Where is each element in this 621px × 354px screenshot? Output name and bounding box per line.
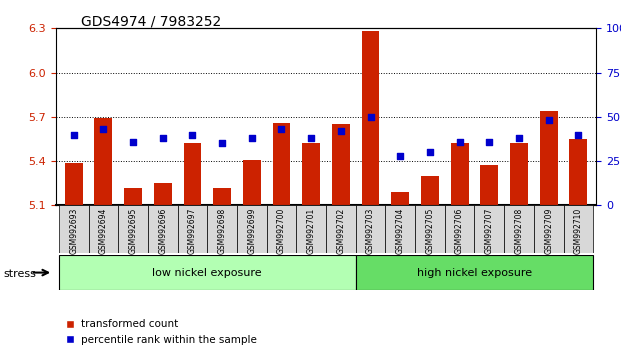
Text: GSM992696: GSM992696 xyxy=(158,208,167,254)
Point xyxy=(247,135,256,141)
Bar xyxy=(569,139,587,205)
Bar xyxy=(451,143,468,205)
FancyBboxPatch shape xyxy=(445,205,474,253)
Text: GSM992697: GSM992697 xyxy=(188,208,197,254)
FancyBboxPatch shape xyxy=(563,205,593,253)
Bar xyxy=(213,188,231,205)
Text: GSM992699: GSM992699 xyxy=(247,208,256,254)
Bar xyxy=(391,192,409,205)
Point xyxy=(98,126,108,132)
Bar xyxy=(481,165,498,205)
Bar xyxy=(184,143,201,205)
Bar xyxy=(94,118,112,205)
Point xyxy=(366,114,376,120)
FancyBboxPatch shape xyxy=(296,205,326,253)
Bar xyxy=(154,183,171,205)
Text: low nickel exposure: low nickel exposure xyxy=(153,268,262,278)
Point xyxy=(336,128,346,134)
Text: stress: stress xyxy=(3,269,36,279)
Point xyxy=(276,126,286,132)
Bar xyxy=(243,160,261,205)
Point xyxy=(514,135,524,141)
Text: GSM992700: GSM992700 xyxy=(277,208,286,254)
FancyBboxPatch shape xyxy=(59,205,89,253)
Legend: transformed count, percentile rank within the sample: transformed count, percentile rank withi… xyxy=(61,315,261,349)
Text: GSM992708: GSM992708 xyxy=(514,208,524,254)
FancyBboxPatch shape xyxy=(326,205,356,253)
FancyBboxPatch shape xyxy=(415,205,445,253)
Text: GSM992704: GSM992704 xyxy=(396,208,405,254)
Point xyxy=(484,139,494,144)
Bar xyxy=(302,143,320,205)
Point xyxy=(396,153,406,159)
Bar xyxy=(124,188,142,205)
FancyBboxPatch shape xyxy=(118,205,148,253)
Point xyxy=(544,118,554,123)
Text: GSM992707: GSM992707 xyxy=(485,208,494,254)
Text: GSM992701: GSM992701 xyxy=(307,208,315,254)
Point xyxy=(69,132,79,137)
Text: GSM992706: GSM992706 xyxy=(455,208,464,254)
FancyBboxPatch shape xyxy=(386,205,415,253)
Bar xyxy=(332,124,350,205)
FancyBboxPatch shape xyxy=(178,205,207,253)
Bar xyxy=(540,111,558,205)
FancyBboxPatch shape xyxy=(59,255,356,290)
Text: GDS4974 / 7983252: GDS4974 / 7983252 xyxy=(81,14,221,28)
Bar xyxy=(421,176,439,205)
Text: GSM992693: GSM992693 xyxy=(69,208,78,254)
FancyBboxPatch shape xyxy=(534,205,563,253)
Point xyxy=(455,139,465,144)
Point xyxy=(573,132,583,137)
Bar xyxy=(510,143,528,205)
FancyBboxPatch shape xyxy=(148,205,178,253)
Text: GSM992710: GSM992710 xyxy=(574,208,583,254)
Text: GSM992709: GSM992709 xyxy=(544,208,553,254)
Point xyxy=(128,139,138,144)
Text: GSM992698: GSM992698 xyxy=(217,208,227,254)
Point xyxy=(425,149,435,155)
FancyBboxPatch shape xyxy=(237,205,266,253)
Point xyxy=(306,135,316,141)
FancyBboxPatch shape xyxy=(356,205,386,253)
FancyBboxPatch shape xyxy=(356,255,593,290)
FancyBboxPatch shape xyxy=(207,205,237,253)
Text: GSM992695: GSM992695 xyxy=(129,208,138,254)
Bar xyxy=(273,123,291,205)
Text: GSM992702: GSM992702 xyxy=(337,208,345,254)
Point xyxy=(188,132,197,137)
FancyBboxPatch shape xyxy=(266,205,296,253)
FancyBboxPatch shape xyxy=(474,205,504,253)
Point xyxy=(217,141,227,146)
Text: high nickel exposure: high nickel exposure xyxy=(417,268,532,278)
Text: GSM992705: GSM992705 xyxy=(425,208,435,254)
Bar xyxy=(361,31,379,205)
Text: GSM992694: GSM992694 xyxy=(99,208,108,254)
Text: GSM992703: GSM992703 xyxy=(366,208,375,254)
FancyBboxPatch shape xyxy=(504,205,534,253)
Point xyxy=(158,135,168,141)
FancyBboxPatch shape xyxy=(89,205,118,253)
Bar xyxy=(65,162,83,205)
